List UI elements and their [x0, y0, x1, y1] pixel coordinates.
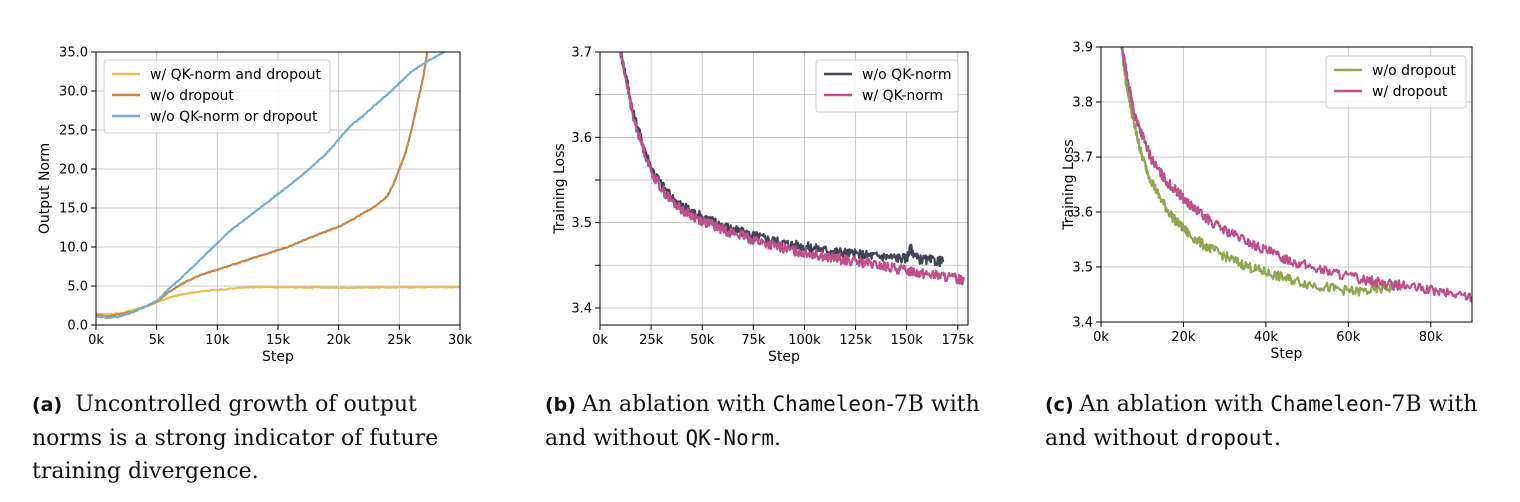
x-tick-label: 25k [387, 333, 412, 348]
x-tick-label: 20k [327, 333, 352, 348]
caption-a-tag: (a) [32, 394, 63, 416]
legend-label: w/ QK-norm [862, 88, 943, 104]
x-tick-label: 15k [266, 333, 291, 348]
panel-a: 0k 5k 10k 15k 20k 25k 30k 0.0 5.0 10.0 15.0 20.0 25.… [0, 0, 490, 380]
x-axis-label: Step [1271, 346, 1303, 362]
series-line [96, 285, 460, 316]
y-tick-label: 30.0 [59, 85, 88, 100]
x-tick-label: 0k [1093, 330, 1109, 345]
x-tick-label: 50k [690, 333, 715, 348]
y-tick-label: 10.0 [59, 241, 88, 256]
x-tick-label: 80k [1419, 330, 1444, 345]
caption-c-model: Chameleon [1270, 392, 1384, 416]
legend-label: w/o dropout [1372, 63, 1456, 79]
chart-a-output-norm: 0k 5k 10k 15k 20k 25k 30k 0.0 5.0 10.0 15.0 20.0 25.… [37, 46, 473, 366]
caption-c: (c) An ablation with Chameleon-7B with an… [1045, 388, 1495, 455]
caption-a: (a) Uncontrolled growth of output norms … [32, 388, 484, 488]
chart-c-dropout-ablation: 0k 20k 40k 60k 80k 3.4 3.5 3.6 3.7 3.8 3.9 Step Trai… [1061, 41, 1473, 362]
x-tick-label: 150k [890, 333, 923, 348]
caption-c-end: . [1274, 426, 1282, 451]
x-tick-label: 75k [741, 333, 766, 348]
y-tick-label: 0.0 [67, 319, 88, 334]
plot-frame [1100, 46, 1473, 323]
x-axis-label: Step [768, 349, 800, 365]
series-line [96, 52, 445, 320]
legend-label: w/o QK-norm or dropout [150, 109, 318, 125]
chart-b-qk-norm-ablation: 0k 25k 50k 75k 100k 125k 150k 175k 3.4 3.5 3.6 3.7 S… [552, 46, 975, 366]
series-line [619, 52, 945, 268]
y-tick-label: 3.7 [571, 46, 592, 61]
y-axis-label: Training Loss [1061, 139, 1077, 230]
panel-c: 0k 20k 40k 60k 80k 3.4 3.5 3.6 3.7 3.8 3.9 Step Trai… [1010, 0, 1510, 380]
y-tick-label: 35.0 [59, 46, 88, 61]
y-tick-label: 3.5 [571, 216, 592, 231]
caption-b-end: . [774, 426, 782, 451]
caption-b-method: QK-Norm [685, 426, 775, 450]
caption-b-text: An ablation with [581, 392, 773, 417]
x-tick-label: 125k [839, 333, 872, 348]
x-tick-label: 5k [149, 333, 165, 348]
x-tick-label: 10k [205, 333, 230, 348]
caption-b: (b) An ablation with Chameleon-7B with an… [545, 388, 995, 455]
caption-b-model-suffix: -7B with and without [545, 392, 980, 451]
x-axis-label: Step [262, 349, 294, 365]
caption-c-model-suffix: -7B with and without [1045, 392, 1478, 451]
caption-b-model: Chameleon [772, 392, 887, 416]
y-tick-label: 3.9 [1072, 41, 1093, 56]
x-tick-label: 0k [88, 333, 104, 348]
y-tick-label: 3.4 [1072, 316, 1093, 331]
x-tick-label: 40k [1254, 330, 1279, 345]
y-tick-label: 5.0 [67, 280, 88, 295]
y-tick-label: 3.6 [1072, 206, 1093, 221]
y-tick-label: 25.0 [59, 124, 88, 139]
caption-c-tag: (c) [1045, 394, 1074, 416]
y-tick-label: 3.7 [1072, 151, 1093, 166]
caption-c-method: dropout [1185, 426, 1275, 450]
series-line [619, 52, 965, 286]
y-axis-label: Training Loss [552, 143, 568, 234]
x-tick-label: 20k [1171, 330, 1196, 345]
panel-b: 0k 25k 50k 75k 100k 125k 150k 175k 3.4 3.5 3.6 3.7 S… [500, 0, 1000, 380]
legend-label: w/ dropout [1372, 84, 1448, 100]
x-tick-label: 60k [1336, 330, 1361, 345]
series-line [1120, 47, 1399, 297]
x-tick-label: 25k [639, 333, 664, 348]
y-tick-label: 3.6 [571, 131, 592, 146]
caption-c-text: An ablation with [1079, 392, 1271, 417]
y-tick-label: 3.8 [1072, 96, 1093, 111]
x-tick-label: 175k [942, 333, 975, 348]
y-tick-label: 20.0 [59, 163, 88, 178]
y-tick-label: 15.0 [59, 202, 88, 217]
legend-label: w/o dropout [150, 88, 234, 104]
x-tick-label: 100k [788, 333, 821, 348]
caption-a-text: Uncontrolled growth of output norms is a… [32, 392, 439, 484]
plot-frame [95, 51, 461, 326]
x-tick-label: 0k [592, 333, 608, 348]
y-tick-label: 3.5 [1072, 261, 1093, 276]
legend-label: w/ QK-norm and dropout [150, 67, 321, 83]
legend-box [103, 59, 331, 134]
plot-frame [599, 51, 969, 326]
series-line [1120, 47, 1472, 303]
y-tick-label: 3.4 [571, 301, 592, 316]
x-tick-label: 30k [448, 333, 473, 348]
caption-b-tag: (b) [545, 394, 576, 416]
y-axis-label: Output Norm [37, 143, 53, 234]
legend-label: w/o QK-norm [862, 67, 952, 83]
